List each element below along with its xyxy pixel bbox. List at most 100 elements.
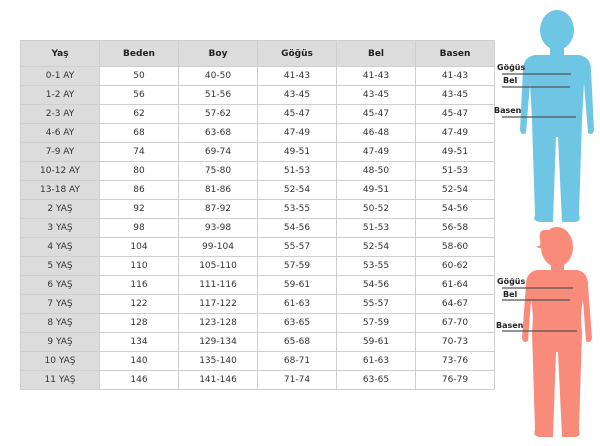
table-cell: 55-57 bbox=[336, 294, 416, 314]
table-cell: 51-53 bbox=[257, 161, 337, 181]
table-cell: 128 bbox=[99, 313, 179, 333]
column-header: Basen bbox=[415, 40, 495, 67]
table-cell: 60-62 bbox=[415, 256, 495, 276]
table-cell: 111-116 bbox=[178, 275, 258, 295]
table-cell: 129-134 bbox=[178, 332, 258, 352]
table-cell: 59-61 bbox=[257, 275, 337, 295]
girl-hip-label: Basen bbox=[496, 321, 524, 330]
boy-chest-label: Göğüs bbox=[497, 63, 526, 72]
table-row: 4-6 AY 68 63-68 47-49 46-48 47-49 bbox=[20, 123, 495, 143]
table-cell: 47-49 bbox=[415, 123, 495, 143]
boy-waist-label: Bel bbox=[503, 76, 518, 85]
table-cell: 86 bbox=[99, 180, 179, 200]
table-row: 9 YAŞ 134 129-134 65-68 59-61 70-73 bbox=[20, 332, 495, 352]
table-cell: 54-56 bbox=[415, 199, 495, 219]
table-cell: 43-45 bbox=[257, 85, 337, 105]
table-row: 4 YAŞ 104 99-104 55-57 52-54 58-60 bbox=[20, 237, 495, 257]
table-cell: 52-54 bbox=[257, 180, 337, 200]
column-header: Boy bbox=[178, 40, 258, 67]
table-cell: 99-104 bbox=[178, 237, 258, 257]
age-cell: 4-6 AY bbox=[20, 123, 100, 143]
table-row: 2 YAŞ 92 87-92 53-55 50-52 54-56 bbox=[20, 199, 495, 219]
age-cell: 4 YAŞ bbox=[20, 237, 100, 257]
age-cell: 3 YAŞ bbox=[20, 218, 100, 238]
table-cell: 105-110 bbox=[178, 256, 258, 276]
table-cell: 104 bbox=[99, 237, 179, 257]
table-cell: 58-60 bbox=[415, 237, 495, 257]
table-cell: 50-52 bbox=[336, 199, 416, 219]
boy-figure: Göğüs Bel Basen bbox=[490, 5, 600, 225]
table-cell: 41-43 bbox=[257, 66, 337, 86]
age-cell: 6 YAŞ bbox=[20, 275, 100, 295]
table-cell: 98 bbox=[99, 218, 179, 238]
table-cell: 116 bbox=[99, 275, 179, 295]
table-cell: 69-74 bbox=[178, 142, 258, 162]
table-cell: 110 bbox=[99, 256, 179, 276]
table-cell: 45-47 bbox=[257, 104, 337, 124]
table-cell: 74 bbox=[99, 142, 179, 162]
table-cell: 48-50 bbox=[336, 161, 416, 181]
table-cell: 41-43 bbox=[336, 66, 416, 86]
table-row: 1-2 AY 56 51-56 43-45 43-45 43-45 bbox=[20, 85, 495, 105]
table-cell: 50 bbox=[99, 66, 179, 86]
table-cell: 56-58 bbox=[415, 218, 495, 238]
table-row: 10 YAŞ 140 135-140 68-71 61-63 73-76 bbox=[20, 351, 495, 371]
table-cell: 47-49 bbox=[336, 142, 416, 162]
table-cell: 51-53 bbox=[415, 161, 495, 181]
table-cell: 43-45 bbox=[336, 85, 416, 105]
size-chart-table: Yaş Beden Boy Göğüs Bel Basen 0-1 AY 50 40-50 41… bbox=[20, 40, 495, 390]
table-cell: 61-64 bbox=[415, 275, 495, 295]
column-header: Beden bbox=[99, 40, 179, 67]
table-cell: 49-51 bbox=[415, 142, 495, 162]
table-row: 8 YAŞ 128 123-128 63-65 57-59 67-70 bbox=[20, 313, 495, 333]
table-cell: 140 bbox=[99, 351, 179, 371]
table-cell: 59-61 bbox=[336, 332, 416, 352]
table-cell: 135-140 bbox=[178, 351, 258, 371]
table-cell: 49-51 bbox=[336, 180, 416, 200]
girl-waist-label: Bel bbox=[503, 290, 518, 299]
age-cell: 5 YAŞ bbox=[20, 256, 100, 276]
table-cell: 141-146 bbox=[178, 370, 258, 390]
table-cell: 67-70 bbox=[415, 313, 495, 333]
age-cell: 13-18 AY bbox=[20, 180, 100, 200]
table-cell: 63-65 bbox=[336, 370, 416, 390]
table-cell: 92 bbox=[99, 199, 179, 219]
table-cell: 46-48 bbox=[336, 123, 416, 143]
table-cell: 45-47 bbox=[336, 104, 416, 124]
table-row: 10-12 AY 80 75-80 51-53 48-50 51-53 bbox=[20, 161, 495, 181]
table-row: 2-3 AY 62 57-62 45-47 45-47 45-47 bbox=[20, 104, 495, 124]
table-cell: 52-54 bbox=[336, 237, 416, 257]
table-row: 6 YAŞ 116 111-116 59-61 54-56 61-64 bbox=[20, 275, 495, 295]
table-cell: 76-79 bbox=[415, 370, 495, 390]
table-cell: 52-54 bbox=[415, 180, 495, 200]
table-cell: 123-128 bbox=[178, 313, 258, 333]
table-cell: 51-56 bbox=[178, 85, 258, 105]
table-row: 13-18 AY 86 81-86 52-54 49-51 52-54 bbox=[20, 180, 495, 200]
age-cell: 0-1 AY bbox=[20, 66, 100, 86]
table-cell: 73-76 bbox=[415, 351, 495, 371]
table-cell: 51-53 bbox=[336, 218, 416, 238]
boy-hip-label: Basen bbox=[494, 106, 522, 115]
table-cell: 57-62 bbox=[178, 104, 258, 124]
girl-silhouette-icon bbox=[502, 227, 592, 437]
table-cell: 68 bbox=[99, 123, 179, 143]
age-cell: 8 YAŞ bbox=[20, 313, 100, 333]
girl-chest-label: Göğüs bbox=[497, 277, 526, 286]
table-cell: 70-73 bbox=[415, 332, 495, 352]
column-header: Bel bbox=[336, 40, 416, 67]
table-cell: 80 bbox=[99, 161, 179, 181]
table-cell: 81-86 bbox=[178, 180, 258, 200]
age-cell: 10 YAŞ bbox=[20, 351, 100, 371]
column-header: Göğüs bbox=[257, 40, 337, 67]
table-cell: 40-50 bbox=[178, 66, 258, 86]
column-header: Yaş bbox=[20, 40, 100, 67]
table-cell: 68-71 bbox=[257, 351, 337, 371]
table-cell: 134 bbox=[99, 332, 179, 352]
age-cell: 1-2 AY bbox=[20, 85, 100, 105]
table-row: 7 YAŞ 122 117-122 61-63 55-57 64-67 bbox=[20, 294, 495, 314]
table-cell: 57-59 bbox=[257, 256, 337, 276]
table-cell: 63-65 bbox=[257, 313, 337, 333]
table-cell: 117-122 bbox=[178, 294, 258, 314]
table-cell: 54-56 bbox=[257, 218, 337, 238]
girl-figure: Göğüs Bel Basen bbox=[490, 220, 600, 440]
